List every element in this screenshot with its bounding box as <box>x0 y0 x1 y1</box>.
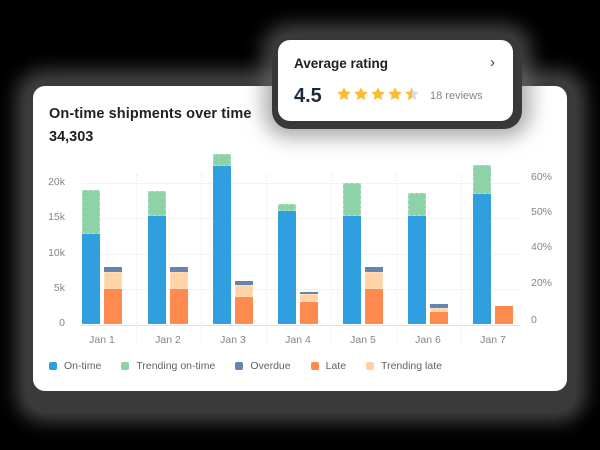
vertical-gridline <box>201 174 202 344</box>
bar-on-time[interactable] <box>408 216 426 324</box>
x-axis-tick: Jan 3 <box>220 334 246 346</box>
gridline <box>81 288 520 290</box>
y-axis-left-tick: 10k <box>48 246 65 259</box>
rating-value: 4.5 <box>294 85 322 107</box>
y-axis-right-tick: 0 <box>531 314 537 326</box>
vertical-gridline <box>461 174 462 344</box>
bar-overdue[interactable] <box>430 304 448 308</box>
bar-trending-on-time[interactable] <box>213 154 231 167</box>
bar-trending-late[interactable] <box>235 285 253 298</box>
legend-label: Trending late <box>381 360 442 372</box>
bar-trending-late[interactable] <box>170 271 188 289</box>
bar-on-time[interactable] <box>213 166 231 324</box>
x-axis-tick: Jan 7 <box>480 334 506 346</box>
bar-overdue[interactable] <box>365 266 383 272</box>
y-axis-left-tick: 15k <box>48 211 65 224</box>
legend-item-trending-on-time[interactable]: Trending on-time <box>121 360 215 372</box>
legend-swatch <box>310 362 319 370</box>
bar-overdue[interactable] <box>300 291 318 294</box>
review-count: 18 reviews <box>430 90 483 102</box>
x-axis-tick: Jan 4 <box>285 334 311 346</box>
vertical-gridline <box>396 174 397 344</box>
bar-overdue[interactable] <box>170 266 188 272</box>
bar-overdue[interactable] <box>104 266 122 272</box>
x-axis-baseline <box>81 325 520 326</box>
bar-late[interactable] <box>235 297 253 324</box>
bar-trending-on-time[interactable] <box>82 190 100 235</box>
y-axis-right-tick: 50% <box>531 206 553 218</box>
shipments-chart-card: On-time shipments over time 34,303 20k 15… <box>33 86 567 391</box>
legend-label: Trending on-time <box>136 360 216 372</box>
gridline <box>81 218 520 220</box>
bar-trending-on-time[interactable] <box>473 164 491 195</box>
star-icon <box>388 87 402 100</box>
bar-late[interactable] <box>300 302 318 324</box>
bar-late[interactable] <box>104 288 122 324</box>
star-icon <box>337 87 351 100</box>
bar-on-time[interactable] <box>473 194 491 324</box>
legend-label: Late <box>325 360 347 372</box>
bar-trending-on-time[interactable] <box>343 183 361 217</box>
chart-total: 34,303 <box>49 129 94 145</box>
bar-trending-late[interactable] <box>430 307 448 312</box>
bar-overdue[interactable] <box>235 280 253 286</box>
bar-on-time[interactable] <box>82 234 100 324</box>
legend-swatch <box>235 362 244 370</box>
legend-item-trending-late[interactable]: Trending late <box>366 360 442 372</box>
legend-item-overdue[interactable]: Overdue <box>235 360 291 372</box>
vertical-gridline <box>331 174 332 344</box>
x-axis-tick: Jan 5 <box>350 334 376 346</box>
star-icon <box>354 87 368 100</box>
bar-on-time[interactable] <box>278 211 296 324</box>
x-axis-tick: Jan 2 <box>155 334 181 346</box>
legend-item-late[interactable]: Late <box>310 360 347 372</box>
bar-trending-on-time[interactable] <box>278 204 296 212</box>
y-axis-left-tick: 0 <box>59 317 65 329</box>
star-rating <box>336 86 420 102</box>
bar-trending-late[interactable] <box>300 293 318 303</box>
star-icon <box>371 87 385 100</box>
bar-trending-late[interactable] <box>104 271 122 289</box>
bar-late[interactable] <box>495 305 513 324</box>
chevron-right-icon[interactable]: › <box>490 54 495 71</box>
x-axis-tick: Jan 6 <box>415 334 441 346</box>
bar-late[interactable] <box>170 288 188 324</box>
bar-late[interactable] <box>365 288 383 324</box>
x-axis-tick: Jan 1 <box>89 334 115 346</box>
chart-legend: On-time Trending on-time Overdue Late Tr… <box>49 360 442 372</box>
chart-title: On-time shipments over time <box>49 106 252 122</box>
y-axis-right-tick: 40% <box>531 241 553 253</box>
gridline <box>81 183 520 184</box>
y-axis-left-tick: 5k <box>53 281 65 294</box>
legend-swatch <box>49 362 57 370</box>
vertical-gridline <box>136 174 137 344</box>
bar-late[interactable] <box>430 312 448 324</box>
legend-swatch <box>121 362 130 370</box>
bar-trending-on-time[interactable] <box>408 192 426 217</box>
star-icon <box>405 87 419 100</box>
bar-on-time[interactable] <box>343 216 361 324</box>
bar-trending-late[interactable] <box>365 271 383 289</box>
average-rating-card[interactable]: Average rating › 4.5 18 reviews <box>278 40 513 121</box>
bar-on-time[interactable] <box>148 216 166 324</box>
vertical-gridline <box>266 174 267 344</box>
y-axis-right-tick: 20% <box>531 277 553 289</box>
legend-item-on-time[interactable]: On-time <box>49 360 101 372</box>
y-axis-left-tick: 20k <box>48 176 65 188</box>
bar-trending-on-time[interactable] <box>148 190 166 217</box>
gridline <box>81 253 520 255</box>
y-axis-right-tick: 60% <box>531 171 553 183</box>
legend-swatch <box>366 362 375 370</box>
legend-label: Overdue <box>250 360 291 372</box>
rating-title: Average rating <box>294 56 389 71</box>
legend-label: On-time <box>64 360 102 372</box>
